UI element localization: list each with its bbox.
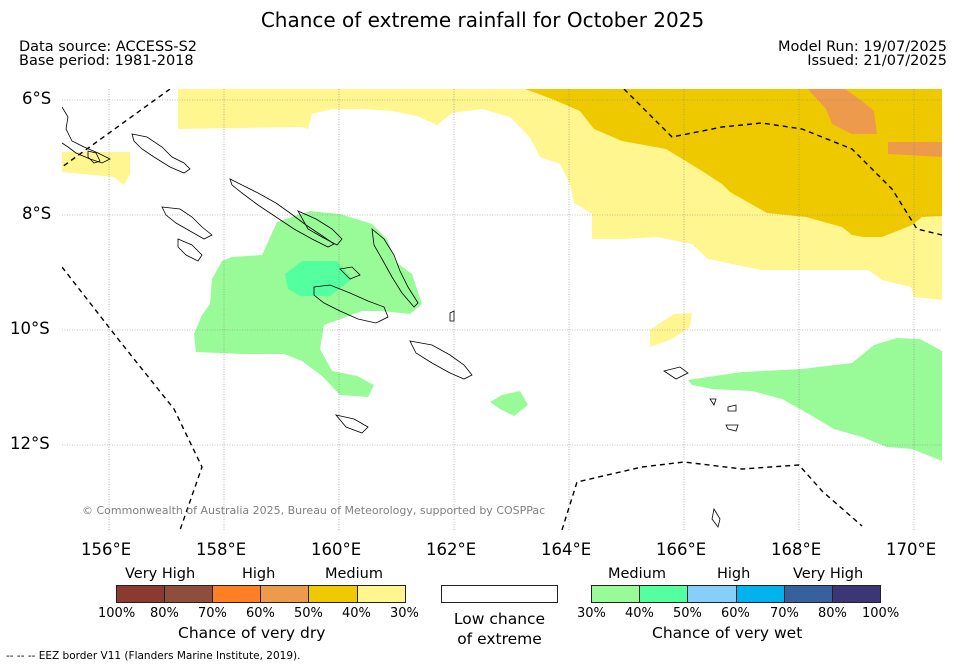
map-title: Chance of extreme rainfall for October 2… [260,8,705,32]
low-chance-swatch [441,585,558,603]
new-ireland-coast [62,106,111,164]
eez-border-south [561,461,863,530]
lon-label-158e: 158°E [196,540,247,559]
small-island-2 [727,404,737,412]
wet-swatch-80-100 [832,585,881,603]
small-island-5 [711,507,721,528]
dry-swatch-60-70 [212,585,261,603]
santa-isabel-island [297,210,343,246]
choiseul-island [229,178,335,248]
dry-legend-title: Chance of very dry [178,624,326,642]
wet-tick-30: 30% [577,606,606,621]
small-island-4 [725,424,739,432]
wet-swatch-30-40 [591,585,640,603]
florida-islands [339,266,361,280]
lon-label-170e: 170°E [886,540,937,559]
model-run: Model Run: 19/07/2025 [777,39,947,55]
buka-island [87,150,101,164]
wet-category-medium: Medium [608,566,666,582]
dry-swatch-40-50 [308,585,358,603]
data-source: Data source: ACCESS-S2 [19,39,198,55]
dry-tick-70: 70% [198,606,227,621]
dry-patch-west [62,152,130,185]
wet-tick-50: 50% [673,606,702,621]
rennell-island [334,414,369,434]
wet-medium-region-east [688,338,942,461]
low-chance-label-line1: Low chance [453,610,546,628]
wet-tick-80: 80% [818,606,847,621]
wet-medium-region-south [490,391,528,416]
coastlines [62,106,739,528]
wet-swatch-60-70 [736,585,785,603]
low-chance-label-line2: of extreme [457,630,542,648]
wet-tick-60: 60% [721,606,750,621]
eez-border-north-east [623,89,942,236]
dry-tick-100: 100% [98,606,136,621]
base-period: Base period: 1981-2018 [19,53,194,69]
dry-swatch-70-80 [164,585,213,603]
dry-tick-40: 40% [342,606,371,621]
lon-label-156e: 156°E [81,540,132,559]
guadalcanal-island [313,284,389,324]
wet-tick-40: 40% [625,606,654,621]
eez-border-note: -- -- -- EEZ border V11 (Flanders Marine… [6,650,301,662]
copyright-notice: © Commonwealth of Australia 2025, Bureau… [82,504,545,517]
dry-category-very-high: Very High [125,566,196,582]
lon-label-164e: 164°E [541,540,592,559]
new-georgia-islands [161,206,213,240]
gridlines [62,89,942,530]
wet-category-very-high: Very High [793,566,864,582]
eez-borders [62,89,942,530]
lat-label-12s: 12°S [10,434,50,453]
dry-high-region-east [888,142,942,157]
dry-swatch-50-60 [260,585,309,603]
wet-swatch-70-80 [784,585,833,603]
makira-island [409,340,473,380]
wet-tick-70: 70% [770,606,799,621]
eez-border-north-west [62,89,171,168]
dry-swatch-30-40 [357,585,406,603]
santa-cruz-islands [663,366,689,380]
wet-category-high: High [717,566,751,582]
lat-label-10s: 10°S [10,319,50,338]
dry-tick-60: 60% [246,606,275,621]
lon-label-168e: 168°E [771,540,822,559]
bougainville-island [131,133,191,174]
dry-tick-30: 30% [390,606,419,621]
malaita-island [371,228,419,308]
dry-tick-80: 80% [150,606,179,621]
dry-category-medium: Medium [325,566,383,582]
run-info: Model Run: 19/07/2025 Issued: 21/07/2025 [777,39,947,69]
issued-date: Issued: 21/07/2025 [807,53,947,69]
vella-lavella [177,238,203,262]
dry-category-high: High [242,566,276,582]
wet-swatch-50-60 [687,585,737,603]
lat-label-6s: 6°S [22,89,52,108]
lon-label-160e: 160°E [311,540,362,559]
lat-label-8s: 8°S [22,204,52,223]
wet-legend-title: Chance of very wet [652,624,803,642]
data-info: Data source: ACCESS-S2 Base period: 1981… [19,39,198,69]
wet-medium-region-west [194,211,422,397]
wet-swatch-40-50 [639,585,688,603]
small-island-1 [449,310,455,322]
lon-label-162e: 162°E [426,540,477,559]
eez-border-west [62,266,203,530]
wet-tick-100: 100% [862,606,900,621]
dry-patch-central [650,313,692,347]
small-island-3 [709,398,717,406]
lon-label-166e: 166°E [656,540,707,559]
rainfall-map: © Commonwealth of Australia 2025, Bureau… [62,89,942,530]
dry-tick-50: 50% [294,606,323,621]
dry-swatch-80-100 [116,585,165,603]
